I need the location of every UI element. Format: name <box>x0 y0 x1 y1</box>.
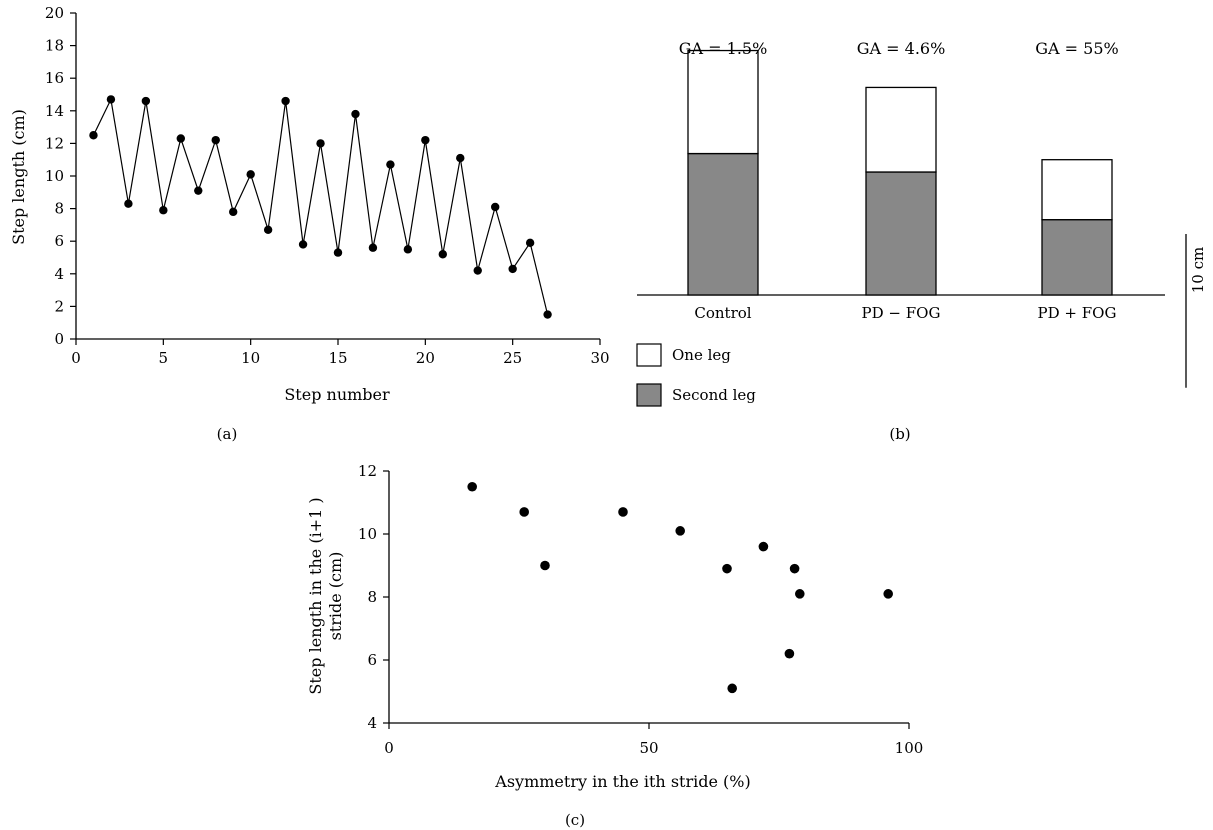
panel-a-y-tick-label: 8 <box>54 200 64 218</box>
panel-a-data-point <box>281 96 290 106</box>
panel-a-x-tick-label: 5 <box>159 349 169 367</box>
panel-a-data-point <box>246 170 255 179</box>
panel-c-ylabel-line2: stride (cm) <box>326 552 345 641</box>
panel-c-y-tick-label: 4 <box>367 714 377 732</box>
panel-a-data-point <box>176 134 185 143</box>
panel-c-data-point <box>722 563 732 574</box>
panel-a-data-point <box>403 245 413 254</box>
panel-a-y-tick-label: 2 <box>54 297 64 315</box>
panel-c-data-point <box>519 507 529 517</box>
panel-b-legend-label: Second leg <box>672 386 756 404</box>
panel-a-data-point <box>386 160 395 169</box>
panel-b-legend-label: One leg <box>672 346 731 364</box>
panel-b-scale-bar-label: 10 cm <box>1189 247 1207 293</box>
panel-b-bar-one-leg <box>687 49 759 155</box>
panel-a-data-point <box>351 109 360 119</box>
panel-a-data-point <box>263 225 273 234</box>
panel-c-data-point <box>675 526 685 536</box>
panel-a-x-tick-label: 20 <box>416 349 435 367</box>
panel-a-y-tick-label: 12 <box>45 134 64 152</box>
panel-c-x-tick-label: 50 <box>639 739 658 757</box>
panel-a-y-tick-label: 6 <box>54 232 64 250</box>
panel-b-bar-second-leg <box>687 152 759 296</box>
panel-a-data-point <box>141 96 151 106</box>
panel-a-y-tick-label: 4 <box>54 265 64 283</box>
panel-a-y-tick-label: 14 <box>45 102 64 120</box>
panel-a-data-point <box>456 153 465 163</box>
panel-a-ylabel: Step length (cm) <box>9 109 28 245</box>
panel-c-scatter-chart: Step length in the (i+1 ) stride (cm) As… <box>306 462 923 829</box>
panel-c-data-point <box>467 481 478 492</box>
panel-b-stacked-bar-chart: (b) Control GA = 1.5% PD − FOG GA = 4.6% PD … <box>636 39 1207 443</box>
panel-b-bar-second-leg <box>1041 219 1113 296</box>
panel-a-data-point <box>298 240 308 249</box>
panel-a-data-point <box>421 135 430 145</box>
panel-a-x-tick-label: 10 <box>241 349 260 367</box>
panel-a-line-chart: Step length (cm) Step number (a) 0 2 4 6 8 10… <box>9 4 610 443</box>
panel-a-x-tick-label: 15 <box>328 349 347 367</box>
panel-a-y-tick-label: 16 <box>45 69 64 87</box>
panel-c-xlabel: Asymmetry in the ith stride (%) <box>494 772 750 791</box>
panel-a-data-point <box>106 95 116 104</box>
panel-a-data-point <box>525 238 535 248</box>
panel-b-ga-annotation: GA = 4.6% <box>857 39 946 58</box>
panel-a-data-point <box>473 266 482 275</box>
panel-b-legend-swatch <box>636 383 662 407</box>
panel-b-label: (b) <box>889 425 910 443</box>
panel-a-xlabel: Step number <box>284 385 390 404</box>
panel-a-data-point <box>543 310 552 319</box>
panel-c-y-tick-label: 12 <box>358 462 377 480</box>
panel-a-y-tick-label: 10 <box>45 167 64 185</box>
panel-a-x-tick-label: 0 <box>71 349 81 367</box>
panel-b-category-label: PD − FOG <box>862 304 941 322</box>
panel-c-data-point <box>618 507 628 517</box>
panel-a-data-point <box>368 243 378 252</box>
panel-a-data-point <box>89 131 98 140</box>
panel-a-x-tick-label: 30 <box>590 349 609 367</box>
panel-c-label: (c) <box>565 811 585 829</box>
panel-c-data-point <box>758 541 769 552</box>
panel-a-data-point <box>316 139 325 148</box>
panel-a-data-point <box>229 207 238 217</box>
panel-c-data-point <box>883 589 893 599</box>
panel-c-y-tick-label: 10 <box>358 525 377 543</box>
panel-b-ga-annotation: GA = 1.5% <box>679 39 768 58</box>
panel-a-data-point <box>124 199 133 208</box>
panel-c-data-point <box>540 560 550 571</box>
panel-a-data-point <box>491 202 500 212</box>
panel-b-ga-annotation: GA = 55% <box>1035 39 1118 58</box>
panel-a-label: (a) <box>217 425 238 443</box>
panel-c-data-point <box>789 563 800 574</box>
panel-a-y-tick-label: 18 <box>45 37 64 55</box>
panel-b-bar-second-leg <box>865 171 937 296</box>
panel-a-data-point <box>508 264 517 274</box>
panel-c-x-tick-label: 100 <box>895 739 924 757</box>
panel-b-bar-one-leg <box>1041 159 1113 221</box>
panel-a-data-point <box>211 135 220 145</box>
panel-b-bar-one-leg <box>865 86 937 173</box>
panel-c-x-tick-label: 0 <box>384 739 394 757</box>
panel-a-data-point <box>333 248 343 257</box>
panel-c-data-point <box>795 589 805 599</box>
panel-a-y-tick-label: 20 <box>45 4 64 22</box>
panel-b-category-label: Control <box>694 304 751 322</box>
panel-c-data-point <box>784 648 795 659</box>
panel-c-y-tick-label: 8 <box>367 588 377 606</box>
panel-a-data-point <box>438 250 447 259</box>
panel-c-ylabel-line1: Step length in the (i+1 ) <box>306 497 325 694</box>
panel-a-data-point <box>159 206 168 215</box>
panel-a-y-tick-label: 0 <box>54 330 64 348</box>
panel-a-data-point <box>194 186 203 195</box>
panel-c-data-point <box>727 683 737 694</box>
panel-c-y-tick-label: 6 <box>367 651 377 669</box>
panel-a-x-tick-label: 25 <box>503 349 522 367</box>
panel-b-category-label: PD + FOG <box>1038 304 1117 322</box>
panel-b-legend-swatch <box>636 343 662 367</box>
